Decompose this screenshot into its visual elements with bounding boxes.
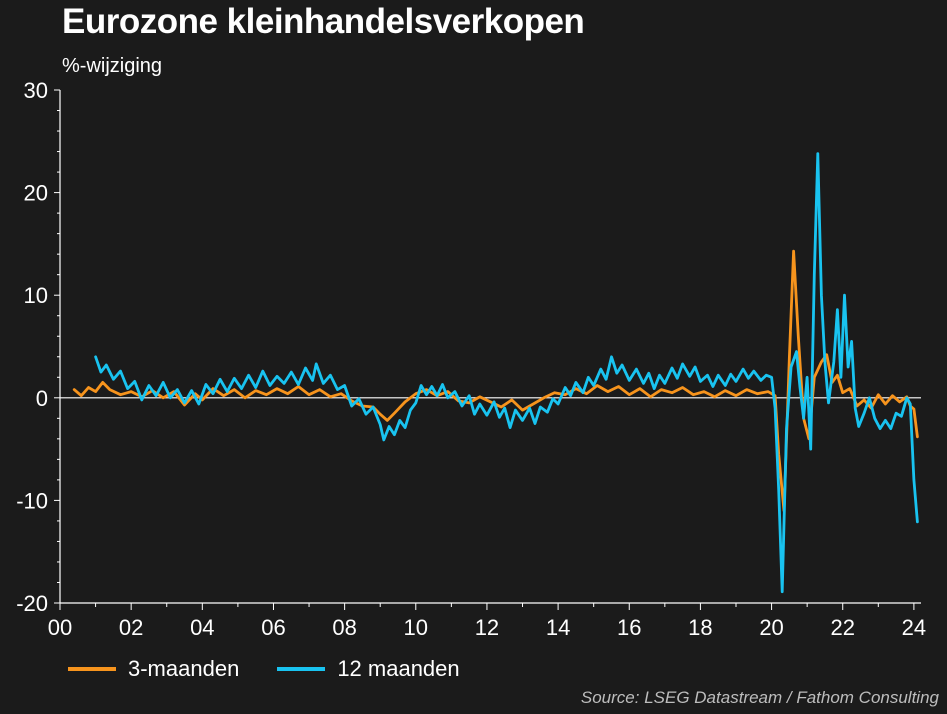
chart-axes: -20 -10 0 10 20 30 00 02 04 06 08 10 12 14 16 18 20 22 24 — [16, 78, 926, 640]
x-tick-label: 02 — [119, 615, 143, 640]
y-tick-label: -10 — [16, 488, 48, 513]
legend-item-3-maanden: 3-maanden — [68, 656, 239, 682]
x-tick-label: 12 — [475, 615, 499, 640]
legend-swatch-3-maanden — [68, 667, 116, 671]
chart-series — [72, 152, 919, 594]
y-axis-unit-label: %-wijziging — [62, 55, 163, 77]
x-tick-label: 04 — [190, 615, 214, 640]
x-tick-label: 22 — [830, 615, 854, 640]
x-tick-label: 14 — [546, 615, 570, 640]
y-tick-label: 10 — [24, 283, 48, 308]
x-tick-label: 18 — [688, 615, 712, 640]
legend-label-3-maanden: 3-maanden — [128, 656, 240, 681]
y-tick-label: -20 — [16, 591, 48, 616]
x-tick-label: 08 — [332, 615, 356, 640]
series-line-3-maanden — [72, 249, 919, 513]
y-tick-label: 20 — [24, 181, 48, 206]
x-tick-label: 10 — [404, 615, 428, 640]
x-tick-label: 20 — [759, 615, 783, 640]
legend-item-12-maanden: 12 maanden — [277, 656, 460, 682]
legend-label-12-maanden: 12 maanden — [337, 656, 460, 681]
x-tick-label: 16 — [617, 615, 641, 640]
x-tick-label: 24 — [902, 615, 926, 640]
series-line-12-maanden — [94, 152, 919, 594]
x-tick-label: 06 — [261, 615, 285, 640]
legend-swatch-12-maanden — [277, 667, 326, 671]
source-note: Source: LSEG Datastream / Fathom Consult… — [580, 688, 939, 707]
y-tick-label: 0 — [36, 386, 48, 411]
chart-legend: 3-maanden 12 maanden — [68, 656, 498, 682]
chart-title: Eurozone kleinhandelsverkopen — [62, 2, 585, 41]
y-tick-label: 30 — [24, 78, 48, 103]
x-tick-label: 00 — [48, 615, 72, 640]
